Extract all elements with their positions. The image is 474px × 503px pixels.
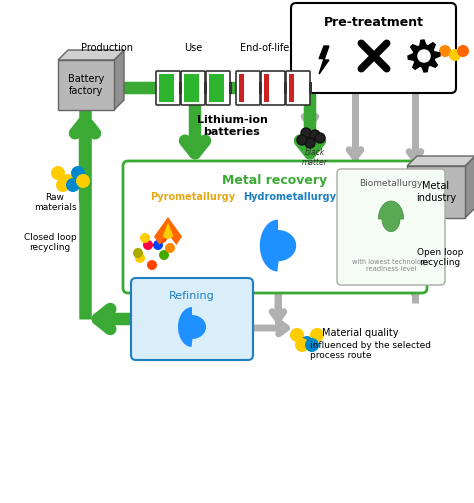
Text: End-of-life: End-of-life: [240, 43, 290, 53]
Circle shape: [56, 178, 70, 192]
FancyBboxPatch shape: [58, 60, 114, 110]
Text: Hydrometallurgy: Hydrometallurgy: [244, 192, 337, 202]
Text: with lowest technology
readiness level: with lowest technology readiness level: [353, 259, 429, 272]
Text: black
matter: black matter: [302, 148, 328, 167]
Polygon shape: [178, 307, 206, 347]
Circle shape: [295, 338, 309, 352]
Circle shape: [66, 178, 80, 192]
Text: Biometallurgy: Biometallurgy: [359, 179, 423, 188]
Circle shape: [290, 328, 304, 342]
Polygon shape: [408, 40, 440, 72]
Circle shape: [300, 336, 314, 350]
Polygon shape: [114, 50, 124, 110]
FancyBboxPatch shape: [179, 81, 182, 95]
FancyBboxPatch shape: [291, 3, 456, 93]
Circle shape: [449, 49, 461, 61]
Text: Material quality: Material quality: [322, 328, 399, 338]
FancyBboxPatch shape: [131, 278, 253, 360]
Text: Pre-treatment: Pre-treatment: [323, 16, 423, 29]
Circle shape: [76, 174, 90, 188]
FancyBboxPatch shape: [309, 81, 312, 95]
Text: Open loop
recycling: Open loop recycling: [417, 248, 463, 268]
FancyBboxPatch shape: [284, 81, 287, 95]
FancyBboxPatch shape: [264, 74, 269, 102]
Polygon shape: [260, 220, 296, 272]
Circle shape: [301, 128, 311, 138]
Circle shape: [51, 166, 65, 180]
FancyBboxPatch shape: [229, 81, 232, 95]
FancyBboxPatch shape: [289, 74, 294, 102]
Text: Pyrometallurgy: Pyrometallurgy: [150, 192, 236, 202]
Circle shape: [153, 240, 163, 250]
Circle shape: [61, 174, 75, 188]
FancyBboxPatch shape: [156, 71, 180, 105]
Text: Production: Production: [81, 43, 133, 53]
Circle shape: [297, 135, 307, 145]
Circle shape: [71, 166, 85, 180]
Circle shape: [457, 45, 469, 57]
Text: Refining: Refining: [169, 291, 215, 301]
Circle shape: [143, 240, 153, 250]
Circle shape: [147, 260, 157, 270]
Text: influenced by the selected
process route: influenced by the selected process route: [310, 341, 431, 361]
FancyBboxPatch shape: [159, 74, 174, 102]
Text: Raw
materials: Raw materials: [34, 193, 76, 212]
Polygon shape: [154, 217, 182, 245]
FancyBboxPatch shape: [337, 169, 445, 285]
Circle shape: [305, 338, 319, 352]
Circle shape: [439, 45, 451, 57]
Text: Metal
industry: Metal industry: [416, 181, 456, 203]
Circle shape: [140, 233, 150, 243]
FancyBboxPatch shape: [123, 161, 427, 293]
Circle shape: [418, 50, 430, 62]
FancyBboxPatch shape: [204, 81, 207, 95]
Text: Battery
factory: Battery factory: [68, 74, 104, 96]
Circle shape: [310, 130, 320, 140]
Polygon shape: [319, 46, 329, 74]
FancyBboxPatch shape: [239, 74, 245, 102]
FancyBboxPatch shape: [181, 71, 205, 105]
FancyBboxPatch shape: [209, 74, 224, 102]
FancyBboxPatch shape: [206, 71, 230, 105]
Circle shape: [305, 138, 315, 148]
FancyBboxPatch shape: [286, 71, 310, 105]
Circle shape: [157, 233, 167, 243]
Text: Closed loop
recycling: Closed loop recycling: [24, 233, 76, 253]
Polygon shape: [465, 156, 474, 218]
Polygon shape: [58, 50, 124, 60]
Text: Metal recovery: Metal recovery: [222, 174, 328, 187]
Text: Use: Use: [184, 43, 202, 53]
FancyBboxPatch shape: [236, 71, 260, 105]
Text: Lithium-ion
batteries: Lithium-ion batteries: [197, 115, 267, 137]
Circle shape: [133, 248, 143, 258]
FancyBboxPatch shape: [407, 166, 465, 218]
Circle shape: [135, 253, 145, 263]
Polygon shape: [407, 156, 474, 166]
Circle shape: [310, 328, 324, 342]
FancyBboxPatch shape: [261, 71, 285, 105]
FancyBboxPatch shape: [259, 81, 262, 95]
Polygon shape: [163, 223, 173, 239]
Circle shape: [165, 243, 175, 253]
FancyBboxPatch shape: [184, 74, 199, 102]
Circle shape: [159, 250, 169, 260]
Circle shape: [315, 133, 325, 143]
Polygon shape: [378, 201, 403, 231]
